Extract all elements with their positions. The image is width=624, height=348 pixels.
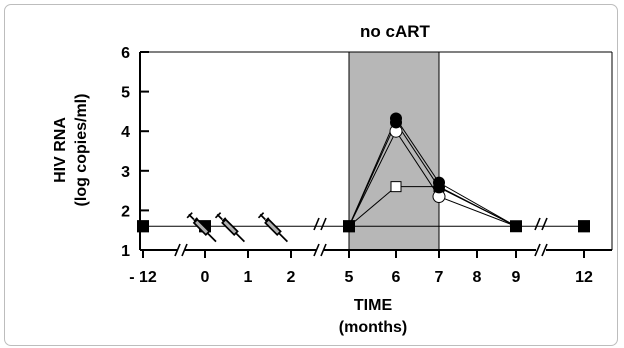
filled-circle-point [390, 112, 402, 125]
treatment-markers [186, 211, 289, 243]
y-tick-label: 5 [121, 85, 130, 102]
filled-square-point [510, 220, 522, 233]
x-axis-title-line-2: (months) [339, 319, 407, 336]
syringe-icon [186, 211, 217, 243]
y-tick-label: 3 [121, 164, 130, 181]
axis-breaks [174, 217, 548, 257]
x-tick-label: 6 [392, 269, 401, 286]
x-tick-label: 5 [345, 269, 354, 286]
break-slash [534, 243, 541, 257]
break-slash [313, 217, 320, 231]
break-slash [181, 243, 188, 257]
series-line [348, 121, 517, 227]
y-axis-title-line-1: HIV RNA [52, 117, 69, 183]
filled-square-point [137, 220, 149, 233]
x-axis-title-line-1: TIME [354, 297, 393, 314]
break-slash [541, 217, 548, 231]
open-square-point [390, 181, 402, 193]
break-slash [541, 243, 548, 257]
break-slash [313, 243, 320, 257]
x-tick-label: - 12 [129, 269, 157, 286]
y-axis-title: HIV RNA (log copies/ml) [52, 94, 90, 207]
x-tick-label: 12 [575, 269, 593, 286]
x-tick-label: 1 [244, 269, 253, 286]
break-slash [320, 217, 327, 231]
x-tick-label: 7 [435, 269, 444, 286]
y-ticks: 1 2 3 4 5 6 [121, 45, 149, 260]
y-tick-label: 1 [121, 243, 130, 260]
x-tick-label: 8 [473, 269, 482, 286]
plot-frame [139, 51, 613, 251]
chart-frame [4, 4, 618, 346]
break-slash [174, 243, 181, 257]
chart-title: no cART [360, 22, 431, 41]
data-series [137, 112, 590, 233]
x-ticks: - 12 0 1 2 5 6 7 8 9 12 [129, 250, 593, 286]
break-slash [320, 243, 327, 257]
x-tick-label: 0 [201, 269, 210, 286]
y-tick-label: 2 [121, 203, 130, 220]
filled-square-point [343, 220, 355, 233]
y-tick-label: 6 [121, 45, 130, 62]
y-tick-label: 4 [121, 124, 130, 141]
x-tick-label: 9 [512, 269, 521, 286]
x-tick-label: 2 [287, 269, 296, 286]
no-cart-shaded-region [348, 51, 440, 251]
filled-circle-point [433, 176, 445, 189]
y-axis-title-line-2: (log copies/ml) [73, 94, 90, 207]
x-axis-title: TIME (months) [339, 297, 407, 336]
break-slash [534, 217, 541, 231]
filled-square-point [578, 220, 590, 233]
syringe-icon [214, 211, 246, 243]
series-line [348, 130, 517, 227]
syringe-icon [257, 211, 289, 243]
series-line [348, 117, 517, 227]
